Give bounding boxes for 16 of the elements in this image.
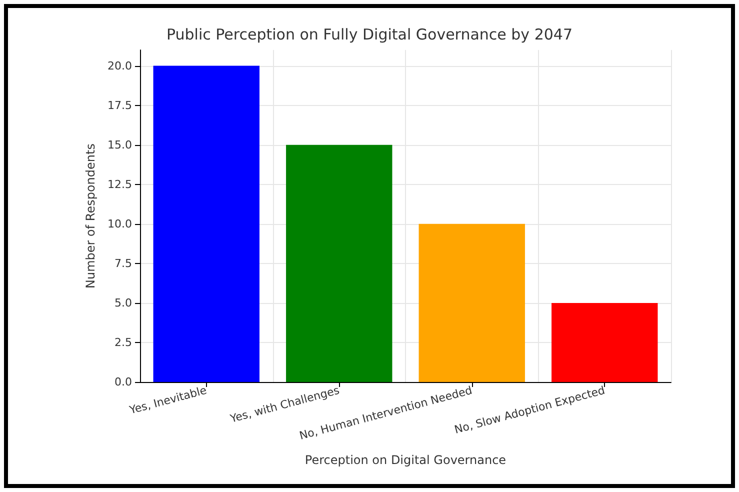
y-tick-label: 17.5 — [108, 98, 132, 112]
y-tick-label: 20.0 — [108, 59, 132, 72]
y-tick-label: 7.5 — [114, 256, 132, 270]
bar — [418, 224, 525, 382]
y-tick-label: 2.5 — [114, 336, 132, 349]
bar — [286, 144, 392, 382]
y-tick-label: 15.0 — [108, 138, 132, 152]
y-axis-title: Number of Respondents — [84, 144, 98, 288]
bar — [153, 66, 260, 382]
x-axis-title: Perception on Digital Governance — [304, 453, 506, 467]
bar — [552, 302, 658, 382]
y-tick-label: 0.0 — [114, 376, 132, 388]
y-tick-label: 12.5 — [108, 178, 132, 191]
y-tick-label: 5.0 — [114, 296, 132, 310]
y-tick-label: 10.0 — [108, 217, 132, 230]
chart-title: Public Perception on Fully Digital Governance by 2047 — [166, 26, 572, 44]
